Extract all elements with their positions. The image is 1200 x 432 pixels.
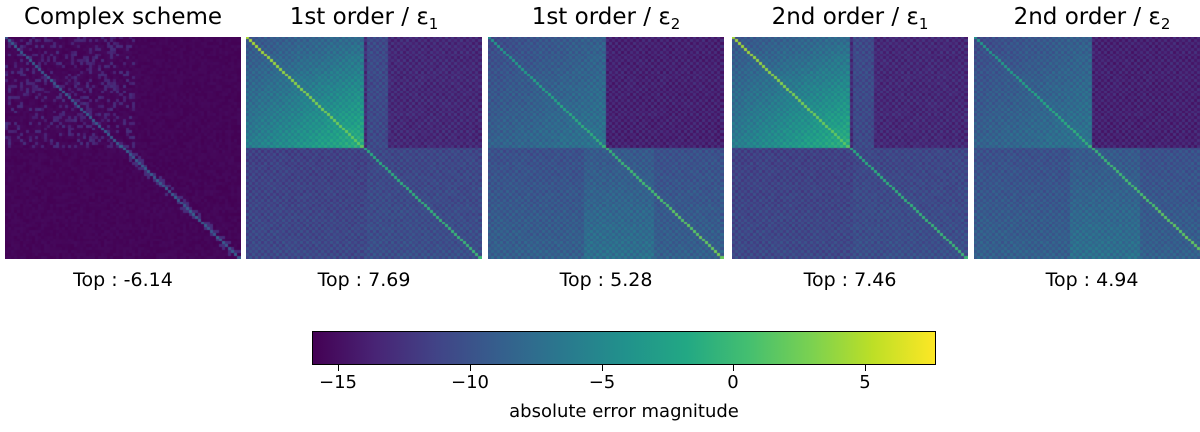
heatmap-image — [246, 37, 482, 259]
top-value-label: Top : 5.28 — [559, 269, 653, 291]
heatmap-panel-1st-order-eps2: 1st order / ε2 Top : 5.28 — [488, 0, 724, 300]
colorbar-tick-label: 5 — [859, 372, 871, 393]
top-value-label: Top : -6.14 — [73, 269, 173, 291]
top-value-label: Top : 7.46 — [803, 269, 897, 291]
colorbar-tick-mark — [733, 365, 734, 371]
title-text: Complex scheme — [23, 4, 223, 30]
colorbar-label: absolute error magnitude — [509, 401, 739, 422]
title-subscript: 1 — [428, 15, 439, 33]
colorbar-tick-mark — [602, 365, 603, 371]
heatmap-image — [974, 37, 1200, 259]
heatmap-panel-1st-order-eps1: 1st order / ε1 Top : 7.69 — [246, 0, 482, 300]
title-text: 2nd order / ε — [771, 4, 919, 30]
title-subscript: 2 — [1160, 15, 1171, 33]
colorbar-tick-label: −5 — [588, 372, 616, 393]
top-value-label: Top : 4.94 — [1045, 269, 1139, 291]
panel-title: Complex scheme — [0, 2, 261, 34]
heatmap-panel-2nd-order-eps2: 2nd order / ε2 Top : 4.94 — [974, 0, 1200, 300]
colorbar-tick-label: −10 — [451, 372, 489, 393]
colorbar — [312, 331, 936, 365]
heatmap-image — [5, 37, 241, 259]
title-subscript: 1 — [918, 15, 929, 33]
heatmap-panel-2nd-order-eps1: 2nd order / ε1 Top : 7.46 — [732, 0, 968, 300]
title-text: 1st order / ε — [531, 4, 671, 30]
panel-title: 2nd order / ε1 — [712, 2, 988, 34]
heatmap-image — [732, 37, 968, 259]
colorbar-tick-mark — [338, 365, 339, 371]
title-text: 1st order / ε — [289, 4, 429, 30]
title-text: 2nd order / ε — [1013, 4, 1161, 30]
top-value-label: Top : 7.69 — [317, 269, 411, 291]
colorbar-tick-label: 0 — [727, 372, 739, 393]
heatmap-image — [488, 37, 724, 259]
colorbar-tick-label: −15 — [319, 372, 357, 393]
colorbar-tick-mark — [470, 365, 471, 371]
panel-title: 1st order / ε1 — [226, 2, 502, 34]
panel-title: 2nd order / ε2 — [954, 2, 1200, 34]
heatmap-panel-complex-scheme: Complex scheme Top : -6.14 — [5, 0, 241, 300]
colorbar-tick-mark — [865, 365, 866, 371]
title-subscript: 2 — [670, 15, 681, 33]
panel-title: 1st order / ε2 — [468, 2, 744, 34]
